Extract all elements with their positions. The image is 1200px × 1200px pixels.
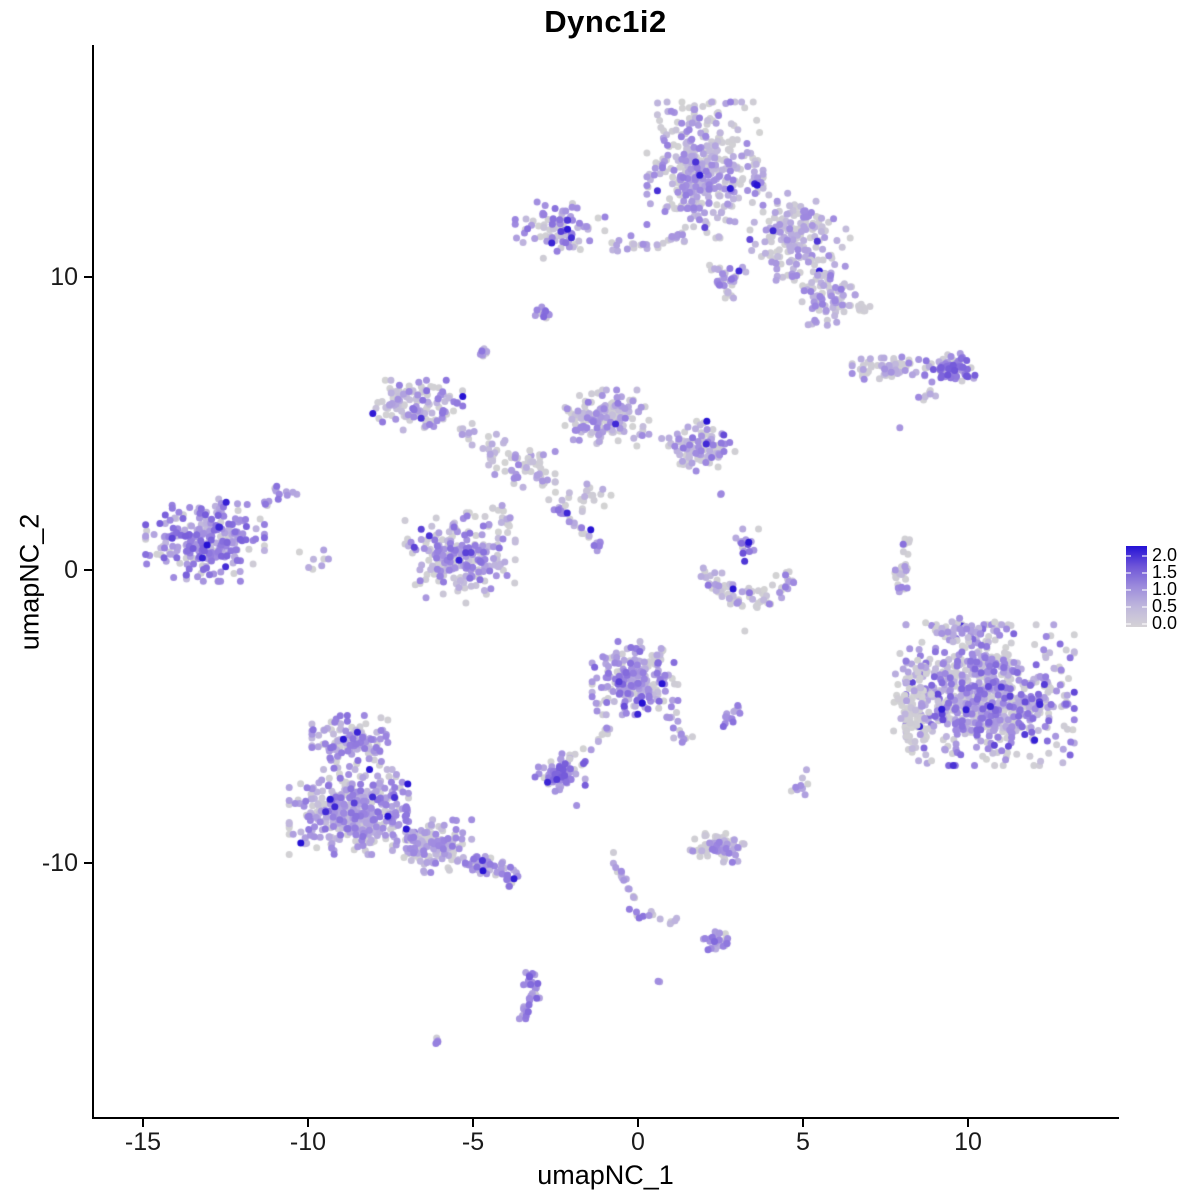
x-tick-label: -15 — [124, 1128, 162, 1156]
legend-tick-mark — [1126, 555, 1131, 557]
legend-tick-mark — [1126, 589, 1131, 591]
y-tick-label: 10 — [50, 263, 78, 291]
y-axis-line — [92, 45, 94, 1119]
y-tick-mark — [84, 862, 92, 864]
y-tick-mark — [84, 569, 92, 571]
x-tick-mark — [307, 1119, 309, 1127]
legend-labels: 2.0 1.5 1.0 0.5 0.0 — [1152, 545, 1178, 633]
x-tick-label: 10 — [954, 1128, 982, 1156]
x-tick-mark — [472, 1119, 474, 1127]
legend-tick-label: 0.0 — [1152, 613, 1178, 633]
legend-tick-label: 1.0 — [1152, 579, 1178, 599]
x-axis-title: umapNC_1 — [537, 1160, 674, 1190]
y-tick-mark — [84, 276, 92, 278]
y-tick-label: -10 — [41, 849, 78, 877]
legend-gradient-bar — [1126, 546, 1147, 627]
legend-tick-mark — [1126, 606, 1131, 608]
x-tick-mark — [967, 1119, 969, 1127]
legend-tick-mark — [1142, 606, 1147, 608]
x-axis-line — [92, 1117, 1119, 1119]
legend-tick-label: 0.5 — [1152, 596, 1178, 616]
x-tick-label: -5 — [461, 1128, 485, 1156]
y-tick-label: 0 — [64, 556, 78, 584]
legend-tick-label: 1.5 — [1152, 562, 1178, 582]
x-tick-label: -10 — [289, 1128, 327, 1156]
legend-tick-mark — [1142, 555, 1147, 557]
legend-tick-mark — [1126, 623, 1131, 625]
x-tick-label: 5 — [796, 1128, 810, 1156]
x-tick-mark — [637, 1119, 639, 1127]
legend-tick-mark — [1142, 572, 1147, 574]
x-tick-mark — [142, 1119, 144, 1127]
x-tick-label: 0 — [631, 1128, 645, 1156]
legend-tick-label: 2.0 — [1152, 545, 1178, 565]
y-axis-title: umapNC_2 — [14, 513, 45, 651]
legend-tick-mark — [1126, 572, 1131, 574]
legend-tick-mark — [1142, 623, 1147, 625]
legend-tick-mark — [1142, 589, 1147, 591]
x-tick-mark — [802, 1119, 804, 1127]
